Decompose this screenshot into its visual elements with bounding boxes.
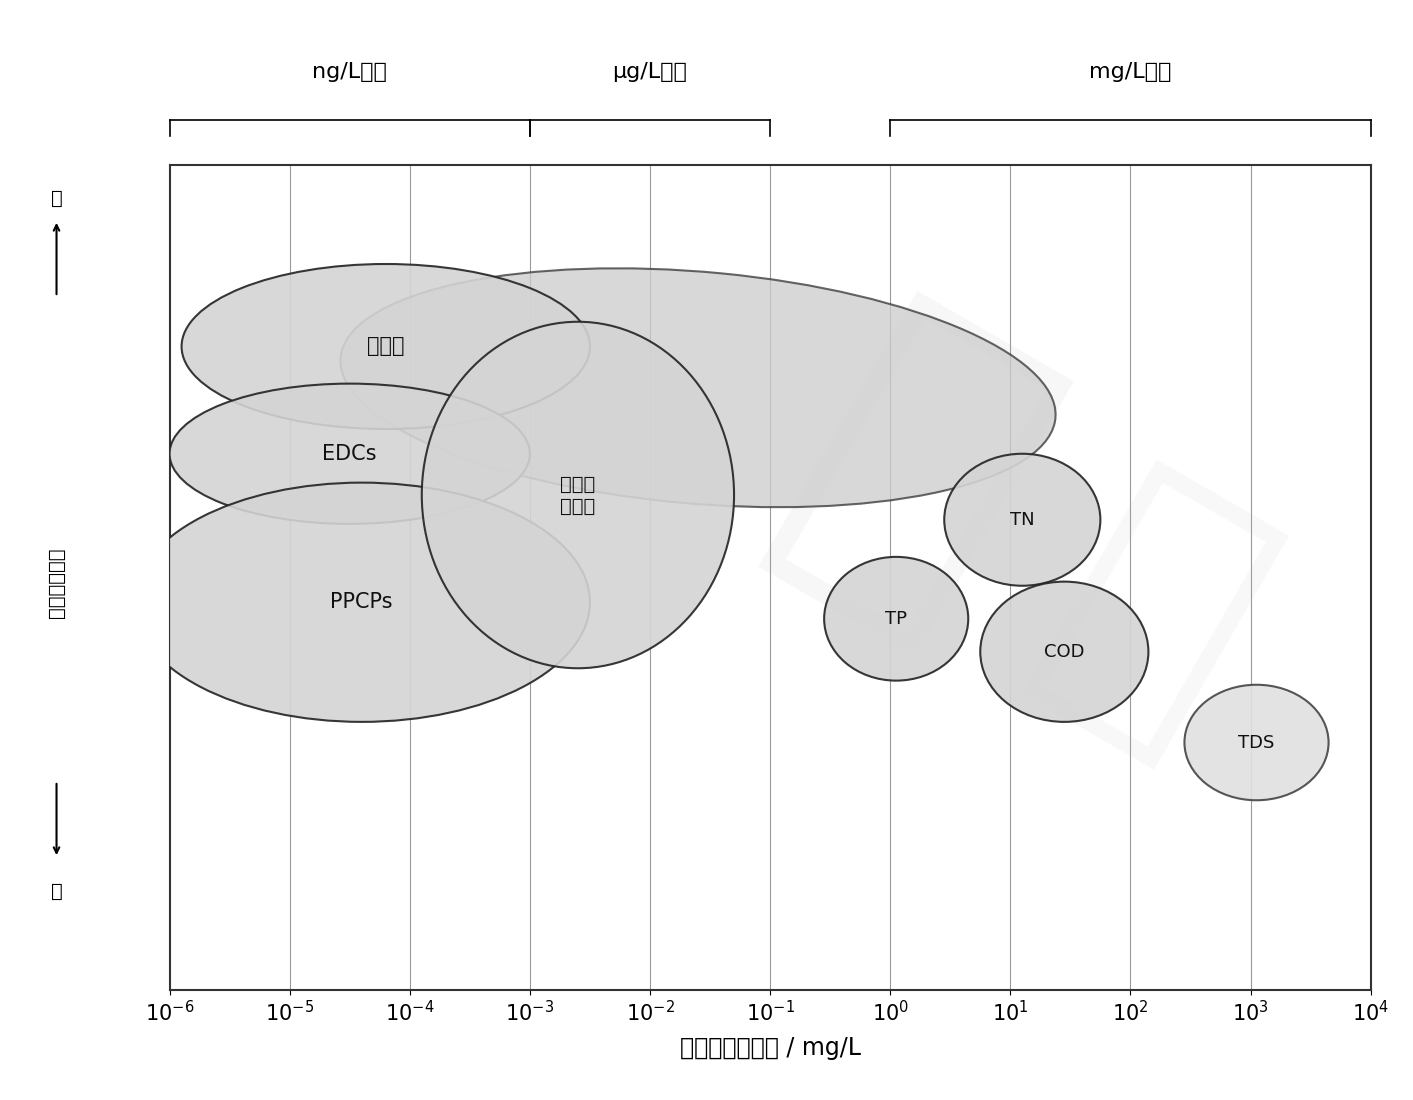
Text: ng/L水平: ng/L水平 <box>312 63 387 82</box>
Text: mg/L水平: mg/L水平 <box>1089 63 1171 82</box>
Text: EDCs: EDCs <box>322 443 377 464</box>
Text: TP: TP <box>885 609 907 628</box>
Ellipse shape <box>422 321 735 668</box>
Text: COD: COD <box>1044 642 1085 661</box>
Text: PPCPs: PPCPs <box>331 592 393 613</box>
Text: 低: 低 <box>51 881 62 901</box>
Text: TN: TN <box>1010 510 1034 529</box>
Text: 低: 低 <box>733 273 1095 684</box>
Ellipse shape <box>824 557 968 681</box>
Ellipse shape <box>944 453 1101 585</box>
Ellipse shape <box>181 264 591 429</box>
Text: μg/L水平: μg/L水平 <box>613 63 687 82</box>
Ellipse shape <box>341 268 1056 507</box>
Text: 重金属: 重金属 <box>367 337 404 356</box>
Ellipse shape <box>170 384 530 524</box>
Text: 危: 危 <box>1000 444 1308 793</box>
Ellipse shape <box>1184 684 1328 801</box>
Text: 氯消毒
副产物: 氯消毒 副产物 <box>561 474 595 516</box>
X-axis label: 污染物浓度水平 / mg/L: 污染物浓度水平 / mg/L <box>680 1036 861 1060</box>
Ellipse shape <box>981 582 1149 722</box>
Ellipse shape <box>133 483 591 722</box>
Text: TDS: TDS <box>1238 734 1275 751</box>
Text: 生态风险水平: 生态风险水平 <box>47 548 66 618</box>
Text: 高: 高 <box>51 188 62 208</box>
